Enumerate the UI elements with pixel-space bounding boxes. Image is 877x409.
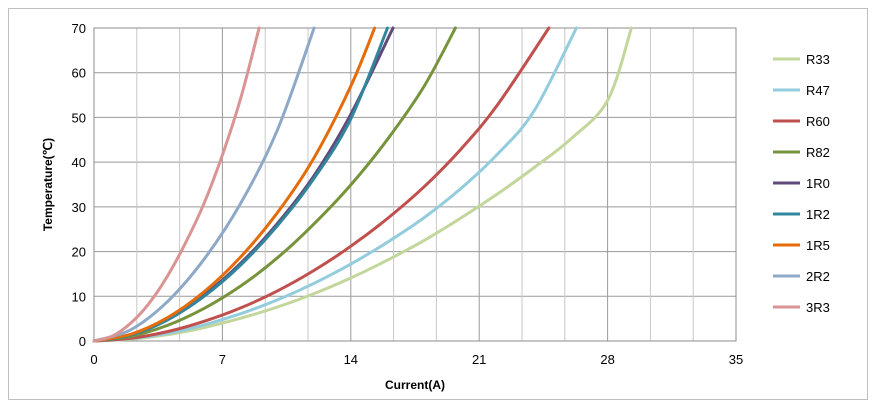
legend-label: R60 [806, 114, 830, 129]
series-line-r47 [92, 26, 578, 343]
legend-label: R82 [806, 145, 830, 160]
y-tick-label: 50 [72, 110, 86, 125]
series-line-r82 [92, 26, 457, 343]
x-tick-labels: 0 7 14 21 28 35 [90, 352, 743, 367]
y-tick-labels: 0 10 20 30 40 50 60 70 [72, 21, 86, 349]
x-tick-label: 28 [600, 352, 614, 367]
series-line-1r2 [92, 26, 389, 343]
legend-item-1r0: 1R0 [773, 176, 830, 191]
x-tick-label: 7 [219, 352, 226, 367]
x-tick-label: 35 [729, 352, 743, 367]
x-tick-label: 21 [472, 352, 486, 367]
legend-item-r33: R33 [773, 52, 830, 67]
legend-item-1r2: 1R2 [773, 207, 830, 222]
x-tick-label: 0 [90, 352, 97, 367]
y-tick-label: 0 [79, 334, 86, 349]
legend-item-1r5: 1R5 [773, 238, 830, 253]
legend-label: R47 [806, 83, 830, 98]
legend-item-3r3: 3R3 [773, 300, 830, 315]
legend-label: R33 [806, 52, 830, 67]
legend-item-2r2: 2R2 [773, 269, 830, 284]
legend-label: 1R0 [806, 176, 830, 191]
legend-label: 1R2 [806, 207, 830, 222]
plot-area [93, 27, 737, 342]
series-layer [92, 26, 633, 343]
grid [93, 27, 737, 342]
y-tick-label: 20 [72, 245, 86, 260]
y-axis-title: Temperature(℃) [41, 138, 55, 231]
series-line-1r0 [92, 26, 395, 343]
x-tick-label: 14 [344, 352, 358, 367]
legend-item-r82: R82 [773, 145, 830, 160]
y-tick-label: 60 [72, 66, 86, 81]
series-line-r33 [92, 26, 633, 343]
series-line-3r3 [92, 26, 261, 343]
legend-label: 2R2 [806, 269, 830, 284]
legend-label: 1R5 [806, 238, 830, 253]
series-line-2r2 [92, 26, 316, 343]
legend-item-r60: R60 [773, 114, 830, 129]
x-axis-title: Current(A) [385, 378, 445, 392]
y-tick-label: 70 [72, 21, 86, 36]
series-line-r60 [92, 26, 551, 343]
legend-label: 3R3 [806, 300, 830, 315]
series-line-1r5 [92, 26, 377, 343]
legend: R33 R47 R60 R82 1R0 1R2 1R5 2R2 3R3 [773, 52, 830, 315]
legend-item-r47: R47 [773, 83, 830, 98]
y-tick-label: 30 [72, 200, 86, 215]
y-tick-label: 40 [72, 155, 86, 170]
y-tick-label: 10 [72, 289, 86, 304]
